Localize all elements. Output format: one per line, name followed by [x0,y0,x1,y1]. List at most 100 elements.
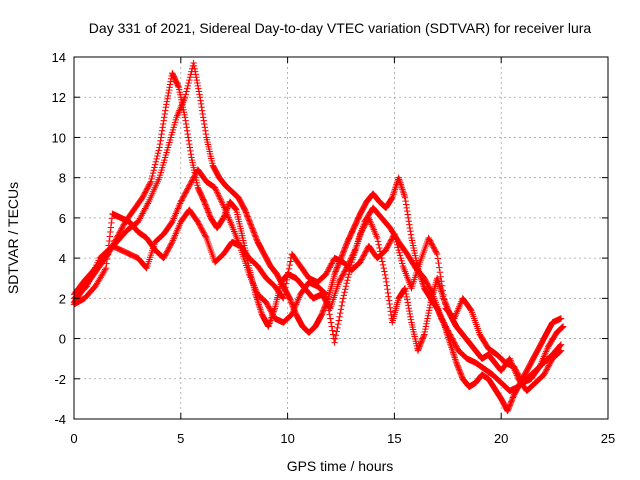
data-point [339,295,347,302]
data-point [340,269,348,277]
data-point [547,358,555,365]
data-point [504,406,512,413]
data-point [146,181,153,188]
data-point [243,210,250,218]
data-point [334,264,341,271]
data-point [322,291,330,298]
data-point [151,164,158,171]
data-point [186,140,193,148]
data-point [404,299,411,306]
data-point [255,301,262,308]
data-point [149,172,156,180]
data-point [200,229,207,236]
data-point [165,86,173,94]
data-point [387,237,395,244]
data-point [396,252,404,259]
data-point [454,362,461,369]
data-point [384,289,392,297]
data-point [324,303,332,310]
data-point [506,402,513,409]
data-point [451,354,458,361]
data-point [326,264,333,271]
data-point [428,241,436,248]
data-point [329,331,337,338]
data-point [425,307,433,314]
data-point [179,195,186,203]
data-point [178,197,185,204]
data-point [535,364,543,371]
data-point [508,397,516,404]
data-point [512,367,520,374]
data-point [164,248,171,255]
data-point [423,320,430,328]
data-point [405,305,413,312]
data-point [559,323,567,330]
data-point [332,332,340,339]
data-point [432,248,439,255]
data-point [196,91,203,98]
data-point [285,269,292,276]
data-point [282,280,290,287]
data-point [423,317,431,325]
chart-title: Day 331 of 2021, Sidereal Day-to-day VTE… [89,20,592,36]
data-point [168,219,175,227]
data-point [158,130,165,138]
data-point [337,276,344,283]
y-tick-label: 2 [59,291,66,306]
data-point [415,344,423,352]
data-point [201,199,209,207]
data-point [182,117,189,124]
data-point [359,226,366,234]
data-point [266,320,273,327]
data-point [165,89,172,97]
data-point [334,262,341,270]
data-point [232,205,239,212]
data-point [162,104,170,111]
data-point [163,101,170,108]
data-point [184,186,191,193]
data-point [197,97,204,104]
data-point [185,134,192,141]
data-point [269,311,276,318]
data-point [341,289,348,296]
data-point [152,158,160,165]
data-point [143,186,150,193]
y-tick-label: -4 [54,412,66,427]
data-point [195,85,202,92]
data-point [426,237,434,244]
data-point [191,65,198,72]
data-point [321,304,328,311]
data-point [167,241,175,248]
data-point [218,199,226,207]
data-point [104,251,111,258]
data-point [510,363,518,370]
data-point [185,79,192,87]
data-point [200,114,207,121]
data-point [195,88,203,95]
data-point [206,212,213,219]
data-point [423,279,430,286]
data-point [184,185,192,192]
data-point [384,286,391,293]
data-point [507,399,515,407]
x-tick-label: 20 [494,431,508,446]
y-axis-title: SDTVAR / TECUs [5,182,21,294]
data-point [156,144,163,151]
data-point [202,130,210,138]
data-point [257,306,264,313]
data-point [102,264,110,272]
data-point [327,262,334,270]
data-point [397,254,405,262]
data-point [165,245,172,252]
data-point [162,250,170,258]
data-point [399,260,406,267]
data-point [426,284,433,291]
data-point [192,68,199,75]
data-point [421,331,428,338]
data-point [320,307,327,314]
data-point [394,244,402,251]
data-point [108,219,115,227]
data-point [204,206,211,214]
data-point [198,107,206,114]
data-point [390,232,397,239]
